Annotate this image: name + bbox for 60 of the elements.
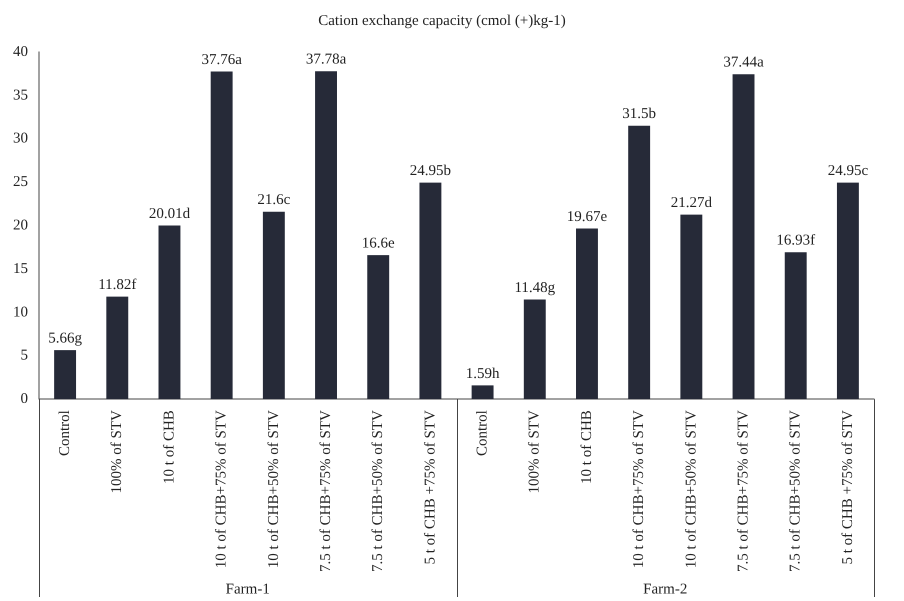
bar [576, 228, 598, 400]
y-tick-label: 5 [20, 348, 28, 364]
data-label: 37.44a [723, 54, 764, 71]
bar [628, 126, 650, 400]
x-tick-label: 10 t of CHB+50% of STV [683, 410, 700, 568]
x-tick-label: 10 t of CHB+75% of STV [214, 410, 230, 568]
x-tick-label: 7.5 t of CHB+50% of STV [370, 410, 386, 572]
y-tick-label: 30 [13, 130, 28, 147]
x-tick-label: Control [474, 410, 491, 456]
bar [524, 300, 546, 400]
data-label: 31.5b [622, 106, 656, 122]
x-tick-label: 100% of STV [109, 410, 126, 494]
bar [732, 74, 754, 400]
bar [54, 350, 76, 400]
x-tick-label: 10 t of CHB+75% of STV [631, 410, 648, 568]
y-tick-label: 15 [13, 260, 28, 277]
data-label: 11.48g [514, 280, 556, 296]
data-label: 1.59h [466, 366, 500, 382]
text: Farm-2 [643, 581, 688, 598]
y-tick-label: 10 [13, 304, 28, 320]
data-label: 5.66g [48, 330, 82, 347]
bar [419, 182, 442, 400]
data-label: 19.67e [566, 208, 608, 225]
x-tick-label: 7.5 t of CHB+50% of STV [788, 410, 804, 572]
data-label: 37.76a [201, 52, 242, 68]
y-tick-label: 40 [13, 44, 28, 60]
x-tick-label: 10 t of CHB [578, 410, 595, 484]
bar [367, 255, 390, 400]
y-tick-label: 35 [13, 87, 28, 104]
data-label: 37.78a [306, 52, 347, 68]
text: Farm-1 [226, 581, 270, 598]
x-tick-label: 100% of STV [526, 410, 543, 494]
y-tick-label: 20 [13, 218, 28, 234]
x-tick-label: 10 t of CHB [161, 410, 178, 484]
x-tick-label: 10 t of CHB+50% of STV [266, 410, 282, 568]
x-tick-label: 5 t of CHB +75% of STV [422, 410, 438, 565]
data-label: 11.82f [98, 277, 136, 294]
bar [836, 182, 859, 400]
bar [210, 71, 233, 400]
x-tick-label: Control [57, 410, 74, 456]
data-label: 24.95c [828, 163, 868, 180]
bar [784, 252, 807, 400]
bar [262, 212, 285, 400]
bar [158, 226, 180, 400]
x-tick-label: 7.5 t of CHB+75% of STV [318, 410, 334, 572]
bar [680, 214, 702, 400]
data-label: 21.6c [257, 192, 291, 208]
data-label: 16.93f [776, 232, 816, 249]
y-tick-label: 0 [20, 391, 28, 408]
data-label: 21.27d [670, 195, 712, 212]
y-tick-label: 25 [13, 174, 28, 190]
bar [106, 296, 128, 400]
x-tick-label: 7.5 t of CHB+75% of STV [735, 410, 752, 572]
chart-title: Cation exchange capacity (cmol (+)kg-1) [318, 12, 566, 29]
data-label: 16.6e [362, 236, 396, 252]
bar [315, 71, 337, 400]
bar [472, 385, 494, 400]
x-tick-label: 5 t of CHB +75% of STV [840, 410, 856, 565]
data-label: 24.95b [410, 163, 452, 180]
data-label: 20.01d [148, 206, 191, 222]
